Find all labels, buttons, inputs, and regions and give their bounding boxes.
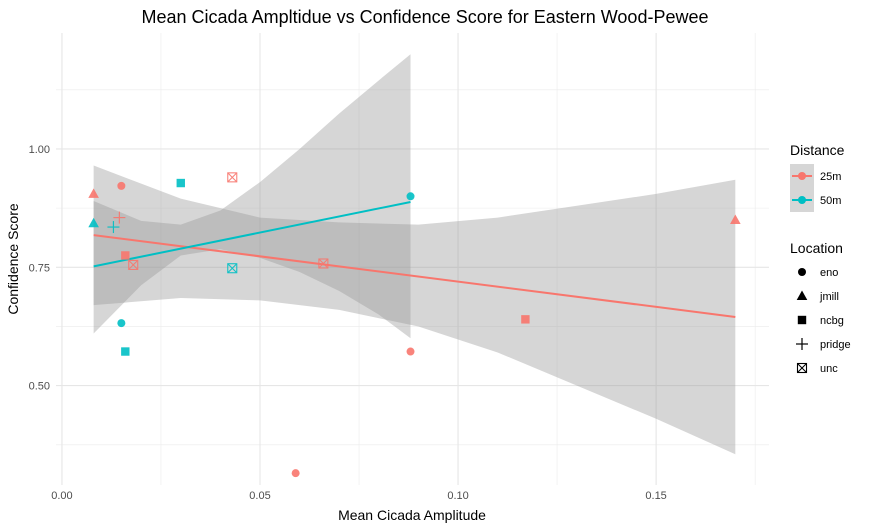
y-tick-label: 1.00 [29, 144, 50, 156]
legend-shape-ncbg [797, 315, 807, 325]
data-point-50m-plus [107, 221, 120, 234]
confidence-band-50m [93, 54, 411, 339]
data-point-50m-circle [117, 319, 126, 328]
x-tick-label: 0.10 [447, 490, 468, 502]
legend-shape-jmill [796, 290, 808, 300]
legend-distance-title: Distance [790, 142, 845, 158]
fit-line-25m [93, 234, 736, 318]
legend-shape-unc [796, 362, 808, 374]
data-point-25m-circle [291, 469, 300, 478]
data-point-25m-boxcross [128, 259, 139, 270]
legend-location-title: Location [790, 240, 843, 256]
legend-label-distance: 25m [820, 171, 841, 183]
chart-title: Mean Cicada Ampltidue vs Confidence Scor… [142, 7, 709, 27]
legend-key-point [798, 172, 806, 180]
data-point-50m-square [121, 347, 130, 356]
data-point-50m-square [176, 178, 185, 188]
y-tick-label: 0.50 [29, 381, 50, 393]
data-point-25m-triangle [730, 214, 741, 224]
legend-label-location: unc [820, 363, 838, 375]
legend-location: Location eno jmill ncbg pridge unc [790, 240, 851, 375]
legend-label-location: jmill [819, 291, 839, 303]
data-point-25m-boxcross [227, 172, 238, 183]
legend-label-location: ncbg [820, 315, 844, 327]
fit-lines [93, 200, 736, 318]
data-point-25m-boxcross [318, 258, 329, 269]
legend-shape-pridge [796, 338, 808, 350]
data-point-25m-square [121, 251, 130, 260]
data-points [88, 172, 741, 478]
data-point-25m-square [521, 315, 530, 324]
data-point-50m-boxcross [227, 263, 238, 274]
data-point-50m-circle [406, 192, 415, 201]
grid [56, 33, 769, 485]
data-point-50m-triangle [88, 217, 99, 228]
x-tick-label: 0.00 [51, 490, 72, 502]
y-axis-title: Confidence Score [5, 203, 21, 315]
legend-key-point [798, 196, 806, 204]
legend-shape-eno [798, 268, 806, 276]
legend-label-location: pridge [820, 339, 851, 351]
data-point-25m-circle [406, 347, 415, 356]
y-tick-label: 0.75 [29, 262, 50, 274]
legend-label-location: eno [820, 267, 838, 279]
x-axis-title: Mean Cicada Amplitude [338, 507, 486, 523]
confidence-band-25m [93, 165, 736, 455]
y-axis-ticks: 0.50 0.75 1.00 [29, 144, 50, 393]
x-tick-label: 0.05 [249, 490, 270, 502]
data-point-25m-circle [117, 181, 126, 190]
x-tick-label: 0.15 [645, 490, 666, 502]
data-point-25m-triangle [88, 188, 99, 198]
legend-distance: Distance 25m 50m [790, 142, 845, 212]
x-axis-ticks: 0.00 0.05 0.10 0.15 [51, 490, 667, 502]
legend-label-distance: 50m [820, 195, 841, 207]
data-point-25m-plus [113, 211, 126, 224]
fit-line-50m [93, 200, 411, 268]
confidence-bands [93, 54, 736, 455]
